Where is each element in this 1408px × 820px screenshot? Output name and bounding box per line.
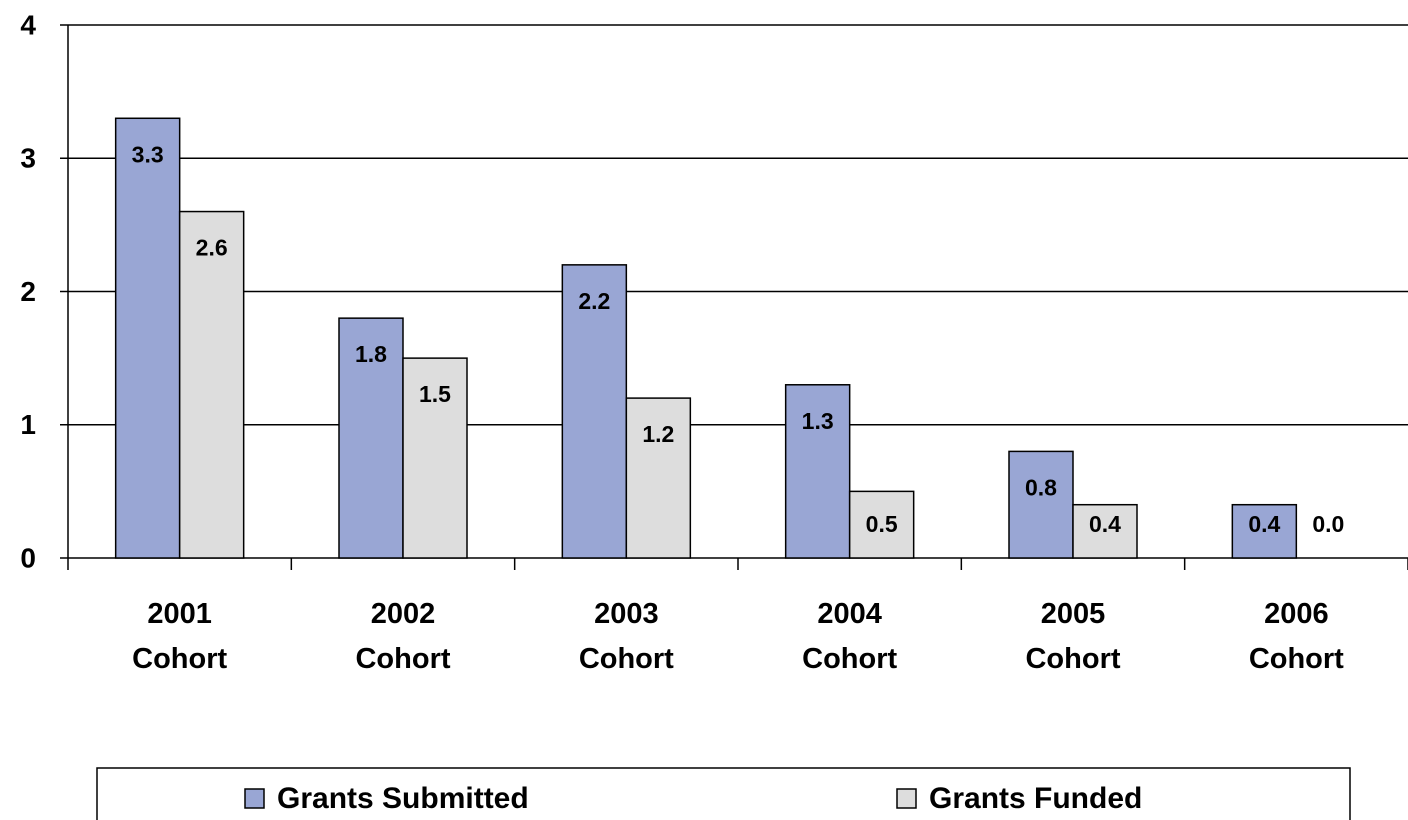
legend-box: [96, 767, 1351, 820]
value-label: 2.6: [196, 235, 228, 261]
bar: [114, 117, 181, 559]
bar: [1008, 450, 1074, 559]
value-label: 0.4: [1248, 511, 1280, 537]
bar: [178, 210, 245, 559]
bar: [402, 357, 468, 559]
y-tick-label: 1: [20, 409, 36, 440]
value-label: 1.8: [355, 341, 387, 367]
value-label: 1.5: [419, 381, 451, 407]
value-label: 2.2: [578, 288, 610, 314]
value-label: 0.8: [1025, 474, 1057, 500]
x-tick-label: 2002 Cohort: [355, 598, 451, 675]
x-tick-label: 2003 Cohort: [578, 598, 674, 675]
value-label: 0.4: [1089, 511, 1121, 537]
y-tick-label: 2: [20, 276, 36, 307]
y-tick-label: 0: [20, 542, 36, 573]
legend-swatch: [896, 788, 917, 809]
bar: [338, 317, 404, 559]
x-tick-label: 2005 Cohort: [1025, 598, 1121, 675]
bar: [784, 384, 851, 559]
value-label: 3.3: [132, 141, 164, 167]
value-label: 0.5: [866, 511, 898, 537]
bar: [848, 490, 915, 559]
bar: [1072, 503, 1138, 559]
bar: [625, 397, 692, 559]
value-label: 1.3: [802, 408, 834, 434]
bar: [1231, 503, 1298, 559]
legend-swatch: [244, 788, 265, 809]
y-tick-label: 3: [20, 143, 36, 174]
bar: [561, 264, 628, 559]
x-tick-label: 2004 Cohort: [802, 598, 898, 675]
legend-label: Grants Submitted: [277, 782, 529, 815]
value-label: 0.0: [1312, 511, 1344, 537]
y-tick-label: 4: [20, 9, 36, 40]
value-label: 1.2: [642, 421, 674, 447]
x-tick-label: 2006 Cohort: [1248, 598, 1344, 675]
legend-label: Grants Funded: [929, 782, 1142, 815]
x-tick-label: 2001 Cohort: [132, 598, 228, 675]
